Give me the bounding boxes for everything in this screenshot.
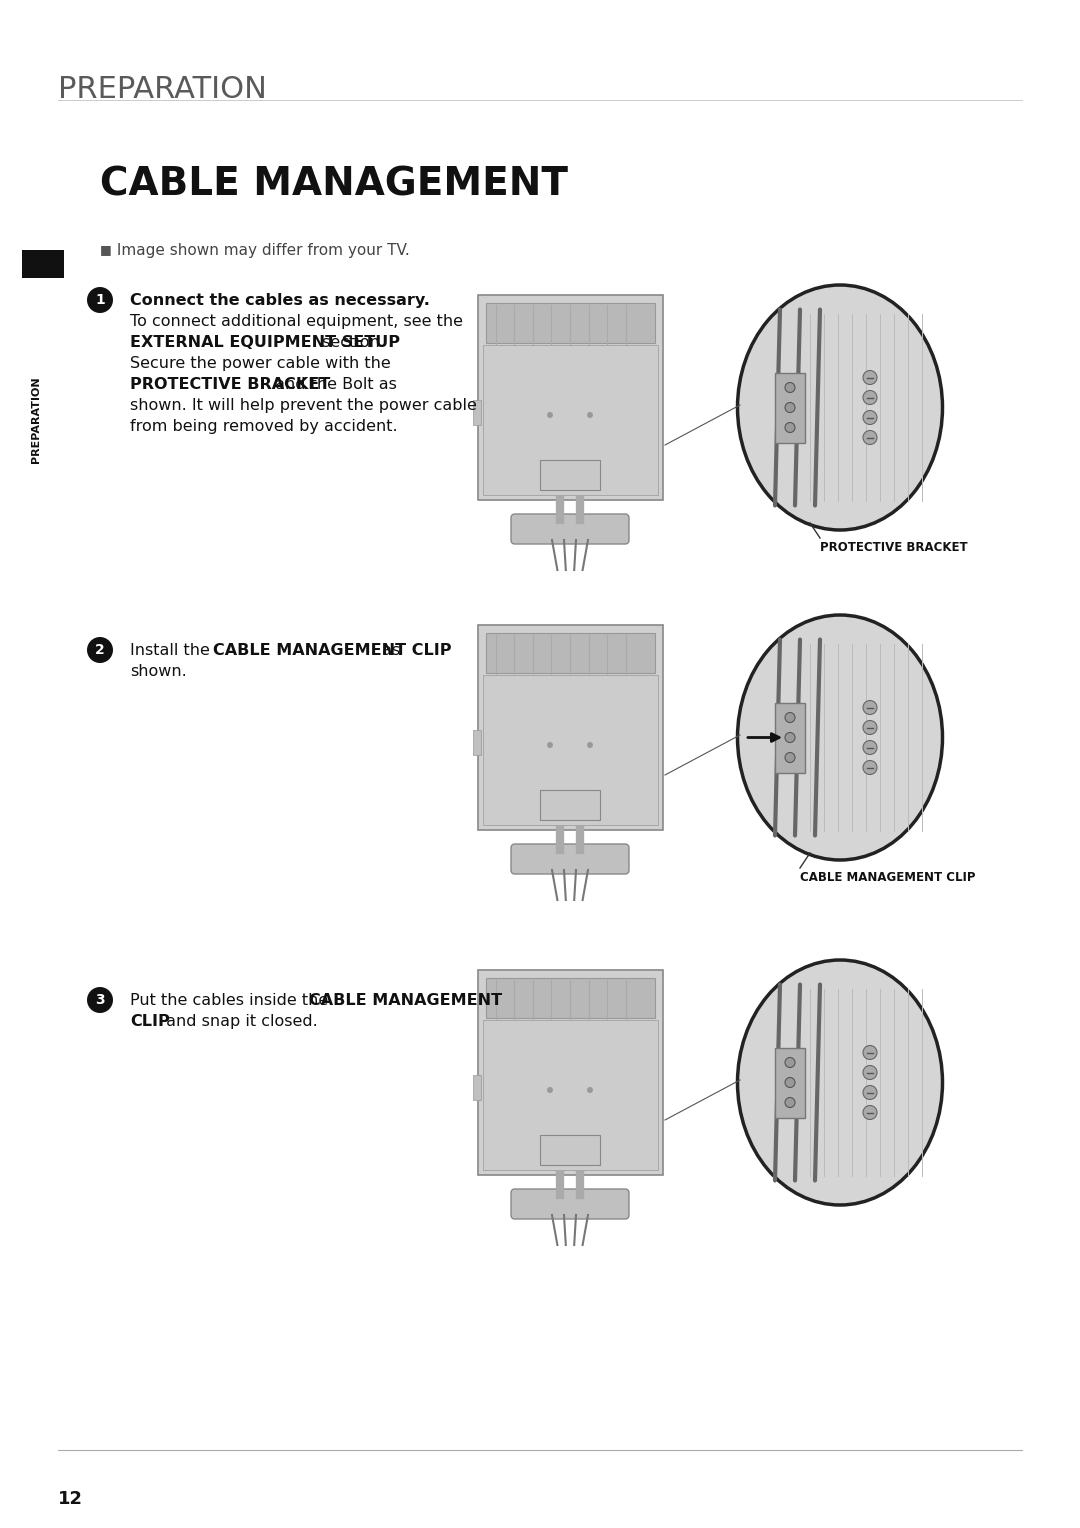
Circle shape <box>863 1045 877 1059</box>
Circle shape <box>546 743 553 749</box>
Circle shape <box>588 743 593 749</box>
Circle shape <box>863 741 877 755</box>
Circle shape <box>785 1057 795 1068</box>
Circle shape <box>785 1077 795 1088</box>
Circle shape <box>588 413 593 419</box>
FancyBboxPatch shape <box>477 295 662 500</box>
Text: and the Bolt as: and the Bolt as <box>270 377 397 393</box>
Text: 1: 1 <box>95 293 105 307</box>
Text: and snap it closed.: and snap it closed. <box>161 1015 318 1028</box>
Text: 2: 2 <box>95 643 105 657</box>
Circle shape <box>863 411 877 425</box>
Text: PREPARATION: PREPARATION <box>31 377 41 463</box>
Text: ■: ■ <box>100 243 111 257</box>
FancyBboxPatch shape <box>477 970 662 1175</box>
Ellipse shape <box>738 614 943 860</box>
Bar <box>473 1076 481 1100</box>
Text: from being removed by accident.: from being removed by accident. <box>130 419 397 434</box>
Text: EXTERNAL EQUIPMENT SETUP: EXTERNAL EQUIPMENT SETUP <box>130 335 400 350</box>
Circle shape <box>863 700 877 715</box>
Circle shape <box>785 752 795 762</box>
Ellipse shape <box>738 960 943 1206</box>
Bar <box>486 633 654 672</box>
Circle shape <box>785 732 795 743</box>
Bar <box>540 460 600 490</box>
FancyBboxPatch shape <box>511 843 629 874</box>
Text: CABLE MANAGEMENT: CABLE MANAGEMENT <box>309 993 502 1008</box>
FancyBboxPatch shape <box>511 1189 629 1219</box>
Text: Install the: Install the <box>130 643 215 659</box>
Bar <box>486 303 654 342</box>
Circle shape <box>546 1086 553 1093</box>
Circle shape <box>863 1085 877 1100</box>
Circle shape <box>863 761 877 775</box>
Circle shape <box>785 1097 795 1108</box>
Circle shape <box>546 413 553 419</box>
Circle shape <box>87 987 113 1013</box>
Bar <box>486 978 654 1018</box>
Bar <box>473 730 481 755</box>
Circle shape <box>785 712 795 723</box>
Text: CABLE MANAGEMENT: CABLE MANAGEMENT <box>100 165 568 203</box>
Circle shape <box>863 391 877 405</box>
FancyBboxPatch shape <box>477 625 662 830</box>
Text: Put the cables inside the: Put the cables inside the <box>130 993 334 1008</box>
Text: shown. It will help prevent the power cable: shown. It will help prevent the power ca… <box>130 397 477 413</box>
Circle shape <box>863 721 877 735</box>
Bar <box>483 345 658 495</box>
Ellipse shape <box>738 286 943 530</box>
Text: CABLE MANAGEMENT CLIP: CABLE MANAGEMENT CLIP <box>800 871 975 885</box>
Text: Image shown may differ from your TV.: Image shown may differ from your TV. <box>112 243 409 258</box>
Text: PROTECTIVE BRACKET: PROTECTIVE BRACKET <box>820 541 968 555</box>
Bar <box>22 251 64 278</box>
FancyBboxPatch shape <box>511 513 629 544</box>
Text: shown.: shown. <box>130 665 187 678</box>
Text: as: as <box>377 643 400 659</box>
Text: 12: 12 <box>58 1490 83 1508</box>
Text: PROTECTIVE BRACKET: PROTECTIVE BRACKET <box>130 377 330 393</box>
Bar <box>483 675 658 825</box>
Text: section.: section. <box>318 335 386 350</box>
Text: CLIP: CLIP <box>130 1015 170 1028</box>
Circle shape <box>863 1065 877 1079</box>
Text: Secure the power cable with the: Secure the power cable with the <box>130 356 391 371</box>
Circle shape <box>785 402 795 413</box>
Bar <box>540 1135 600 1164</box>
Bar <box>483 1021 658 1170</box>
Bar <box>775 373 805 443</box>
Bar <box>473 400 481 425</box>
Text: CABLE MANAGEMENT CLIP: CABLE MANAGEMENT CLIP <box>213 643 451 659</box>
Circle shape <box>588 1086 593 1093</box>
Bar <box>775 703 805 773</box>
Bar <box>540 790 600 821</box>
Circle shape <box>863 431 877 445</box>
Circle shape <box>863 370 877 385</box>
Circle shape <box>785 382 795 393</box>
Circle shape <box>785 423 795 432</box>
Bar <box>775 1048 805 1117</box>
Circle shape <box>863 1105 877 1120</box>
Text: To connect additional equipment, see the: To connect additional equipment, see the <box>130 313 463 329</box>
Text: 3: 3 <box>95 993 105 1007</box>
Circle shape <box>87 287 113 313</box>
Text: Connect the cables as necessary.: Connect the cables as necessary. <box>130 293 430 309</box>
Text: PREPARATION: PREPARATION <box>58 75 267 104</box>
Circle shape <box>87 637 113 663</box>
